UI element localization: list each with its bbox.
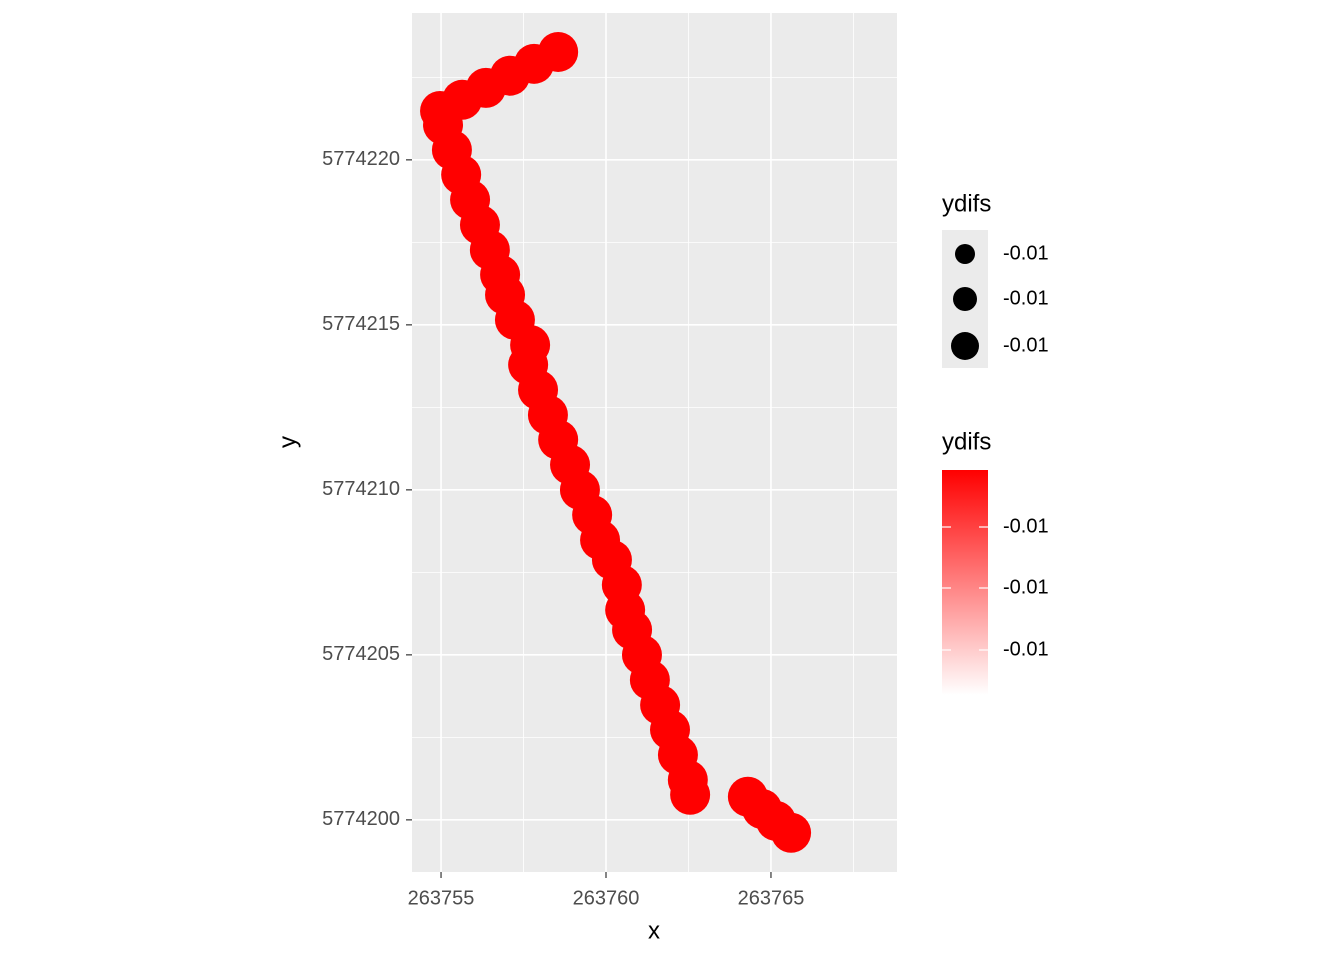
y-tick-label: 5774210 [322, 478, 400, 500]
x-tick-label: 263755 [408, 887, 475, 909]
y-tick-label: 5774205 [322, 643, 400, 665]
legend-label: -0.01 [1003, 638, 1049, 660]
legend-label: -0.01 [1003, 515, 1049, 537]
x-tick-label: 263760 [573, 887, 640, 909]
legend-key [953, 287, 977, 311]
legend-label: -0.01 [1003, 242, 1049, 264]
legend-label: -0.01 [1003, 287, 1049, 309]
point [670, 774, 711, 815]
point [771, 812, 812, 853]
legend-label: -0.01 [1003, 576, 1049, 598]
panel [412, 13, 897, 872]
y-tick-label: 5774220 [322, 148, 400, 170]
y-axis-title: y [274, 436, 301, 448]
x-axis-title: x [648, 917, 660, 944]
legend-key [955, 244, 975, 264]
legend-title: ydifs [942, 190, 991, 217]
legend-label: -0.01 [1003, 334, 1049, 356]
legend-key [951, 332, 979, 360]
colorbar [942, 470, 988, 695]
y-tick-label: 5774215 [322, 313, 400, 335]
legend-title: ydifs [942, 428, 991, 455]
x-tick-label: 263765 [738, 887, 805, 909]
y-tick-label: 5774200 [322, 808, 400, 830]
